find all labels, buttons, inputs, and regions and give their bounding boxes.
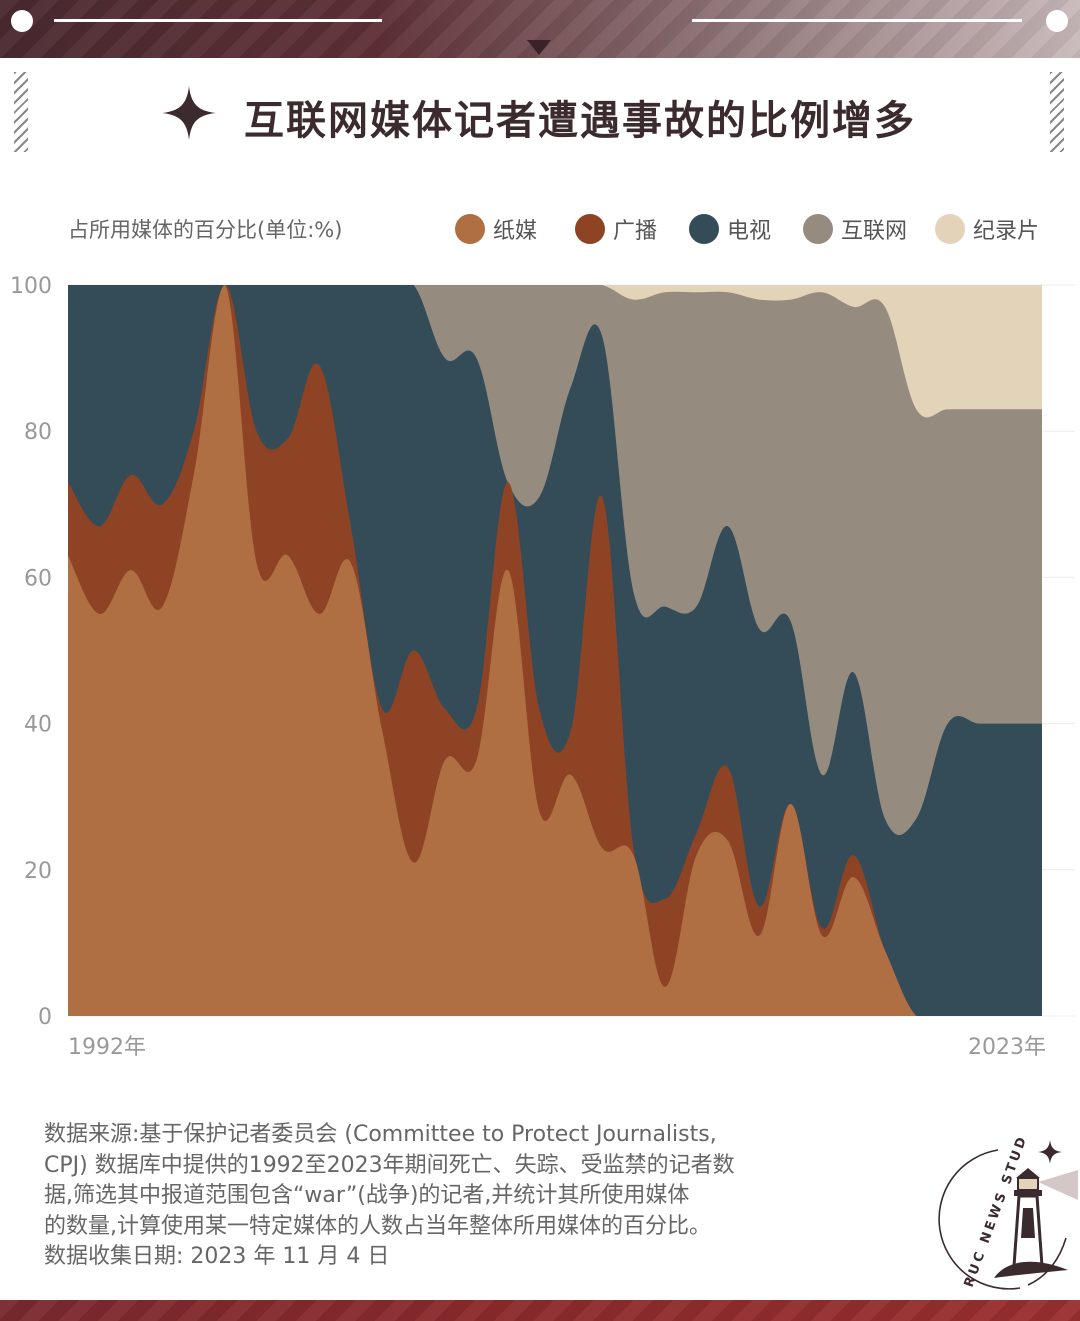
y-tick-label: 80 xyxy=(24,420,52,445)
y-tick-label: 20 xyxy=(24,859,52,884)
y-tick-label: 60 xyxy=(24,566,52,591)
legend-item-documentary: 纪录片 xyxy=(935,213,1039,245)
legend-label-print: 纸媒 xyxy=(493,219,538,244)
legend-item-tv: 电视 xyxy=(689,213,771,245)
y-tick-label: 40 xyxy=(24,713,52,738)
y-tick-label: 100 xyxy=(10,274,52,299)
y-axis-ticks: 0 20 40 60 80 100 xyxy=(10,274,52,1030)
x-tick-label: 2023年 xyxy=(968,1035,1046,1060)
legend-item-print: 纸媒 xyxy=(455,213,537,245)
legend-swatch-print xyxy=(455,214,485,244)
banner-line-left xyxy=(54,19,382,22)
source-line: CPJ) 数据库中提供的1992至2023年期间死亡、失踪、受监禁的记者数 xyxy=(44,1152,735,1178)
page-title: 互联网媒体记者遭遇事故的比例增多 xyxy=(244,98,916,144)
banner-dot-left xyxy=(11,10,33,32)
source-note: 数据来源:基于保护记者委员会 (Committee to Protect Jou… xyxy=(44,1120,844,1273)
collection-date: 数据收集日期: 2023 年 11 月 4 日 xyxy=(44,1244,390,1269)
legend-label-documentary: 纪录片 xyxy=(973,219,1040,244)
legend-swatch-radio xyxy=(575,214,605,244)
banner-line-right xyxy=(692,19,1022,22)
banner-stripes xyxy=(0,1300,1080,1321)
source-line: 数据来源:基于保护记者委员会 (Committee to Protect Jou… xyxy=(44,1122,717,1147)
legend-item-radio: 广播 xyxy=(575,213,657,245)
legend-label-internet: 互联网 xyxy=(841,219,908,244)
legend-swatch-tv xyxy=(689,214,719,244)
area-print xyxy=(68,285,1042,1016)
bottom-banner xyxy=(0,1300,1080,1321)
ruc-news-studio-logo: RUC NEWS STUDIO xyxy=(938,1138,1078,1290)
legend-label-radio: 广播 xyxy=(613,219,658,244)
top-banner xyxy=(0,0,1080,58)
sparkle-icon xyxy=(1038,1140,1062,1164)
y-tick-label: 0 xyxy=(38,1005,52,1030)
chart-areas xyxy=(68,285,1042,1016)
x-axis-ticks: 1992年 2023年 xyxy=(68,1035,1046,1060)
source-line: 据,筛选其中报道范围包含“war”(战争)的记者,并统计其所使用媒体 xyxy=(44,1183,690,1208)
legend-swatch-documentary xyxy=(935,214,965,244)
hatch-decoration-left xyxy=(14,72,28,152)
legend-label-tv: 电视 xyxy=(727,219,772,244)
y-axis-label: 占所用媒体的百分比(单位:%) xyxy=(68,218,343,242)
banner-dot-right xyxy=(1046,10,1068,32)
x-tick-label: 1992年 xyxy=(68,1035,146,1060)
legend-swatch-internet xyxy=(803,214,833,244)
stacked-area-chart: 0 20 40 60 80 100 1992年 2023年 xyxy=(10,274,1075,1060)
lighthouse-icon xyxy=(994,1168,1078,1278)
sparkle-icon xyxy=(162,86,216,140)
legend-item-internet: 互联网 xyxy=(803,213,907,245)
source-line: 的数量,计算使用某一特定媒体的人数占当年整体所用媒体的百分比。 xyxy=(44,1213,711,1239)
banner-notch xyxy=(527,40,551,55)
hatch-decoration-right xyxy=(1050,72,1064,152)
